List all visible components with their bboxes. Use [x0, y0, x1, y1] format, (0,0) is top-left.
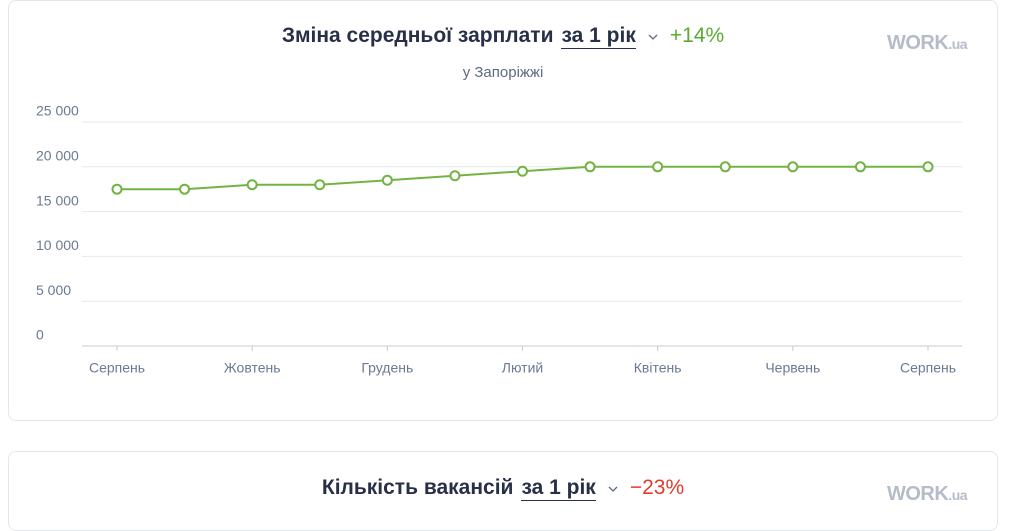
y-tick-label: 25 000: [36, 103, 79, 119]
logo-main: WORK: [887, 483, 949, 505]
chart-title: Зміна середньої зарплати: [281, 24, 554, 47]
data-point: [314, 179, 326, 191]
chart: 0 5 000 10 000 15 000 20 000 25 000 Серпень Жов…: [36, 103, 962, 376]
data-point: [517, 165, 528, 177]
x-tick-label: Серпень: [89, 360, 145, 376]
change-value: −23%: [629, 476, 685, 499]
change-value: +14%: [669, 24, 725, 47]
logo-suffix: .ua: [948, 36, 968, 52]
data-point: [381, 174, 393, 186]
period-dropdown[interactable]: за 1 рік: [521, 476, 596, 501]
data-point: [111, 183, 123, 195]
data-point: [787, 161, 799, 173]
data-point: [652, 161, 664, 173]
data-point: [854, 161, 866, 173]
y-tick-label: 5 000: [36, 282, 71, 298]
x-tick-label: Лютий: [502, 360, 543, 376]
logo-main: WORK: [887, 32, 949, 54]
data-point: [449, 170, 461, 182]
logo-suffix: .ua: [948, 487, 968, 503]
x-tick-label: Жовтень: [224, 360, 281, 376]
period-dropdown[interactable]: за 1 рік: [561, 24, 636, 49]
salary-card: [8, 0, 998, 421]
second-title: Кількість вакансій: [321, 476, 514, 499]
data-point: [246, 179, 258, 191]
x-tick-label: Червень: [765, 360, 820, 376]
data-point: [179, 183, 191, 195]
chevron-icon[interactable]: [608, 484, 618, 494]
y-tick-label: 15 000: [36, 192, 79, 208]
y-tick-label: 10 000: [36, 237, 79, 253]
x-tick-label: Квітень: [634, 360, 682, 376]
x-tick-label: Серпень: [900, 360, 956, 376]
data-point: [922, 161, 934, 173]
logo[interactable]: WORK.ua: [887, 483, 968, 506]
second-header: Кількість вакансій за 1 рік −23%: [0, 476, 1006, 501]
chart-header: Зміна середньої зарплати за 1 рік +14%: [0, 24, 1006, 49]
data-point: [719, 161, 731, 173]
chevron-icon[interactable]: [648, 32, 658, 42]
logo[interactable]: WORK.ua: [887, 32, 968, 55]
y-tick-label: 20 000: [36, 148, 79, 164]
y-tick-label: 0: [36, 327, 44, 343]
data-point: [584, 161, 596, 173]
chart-subtitle: у Запоріжжі: [462, 64, 544, 81]
x-tick-label: Грудень: [361, 360, 413, 376]
